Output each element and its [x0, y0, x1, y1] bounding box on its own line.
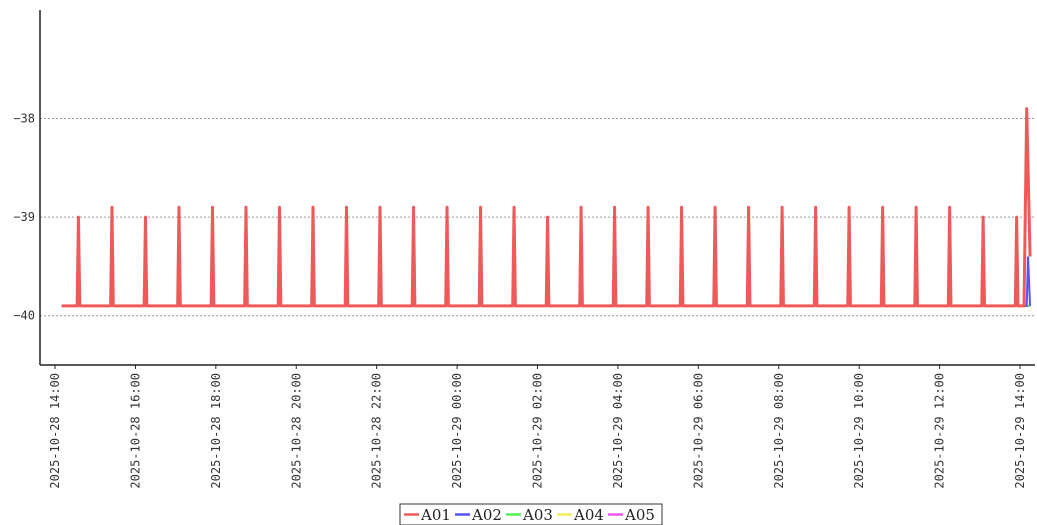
grid-lines — [40, 117, 1035, 317]
legend-label-a03: A03 — [522, 506, 553, 524]
x-tick-label: 2025-10-29 14:00 — [1013, 373, 1027, 489]
x-tick-label: 2025-10-29 10:00 — [852, 373, 866, 489]
x-tick-label: 2025-10-29 06:00 — [691, 373, 705, 489]
axes — [39, 10, 1035, 366]
x-tick-label: 2025-10-29 00:00 — [450, 373, 464, 489]
y-tick-label: −39 — [13, 210, 35, 224]
x-tick-label: 2025-10-29 02:00 — [531, 373, 545, 489]
y-tick-label: −38 — [13, 111, 35, 125]
series-line-a01 — [61, 107, 1032, 308]
legend-label-a02: A02 — [471, 506, 502, 524]
x-tick-label: 2025-10-28 20:00 — [289, 373, 303, 489]
series-lines — [61, 107, 1032, 308]
legend: A01 A02 A03 A04 A05 — [399, 503, 663, 525]
x-tick-label: 2025-10-28 16:00 — [128, 373, 142, 489]
legend-label-a05: A05 — [624, 506, 655, 524]
x-tick-label: 2025-10-28 14:00 — [48, 373, 62, 489]
y-tick-labels: −38 −39 −40 — [13, 111, 35, 322]
legend-box — [399, 503, 663, 525]
x-tick-label: 2025-10-29 04:00 — [611, 373, 625, 489]
x-tick-label: 2025-10-29 12:00 — [933, 373, 947, 489]
x-tick-label: 2025-10-29 08:00 — [772, 373, 786, 489]
legend-label-a01: A01 — [420, 506, 451, 524]
x-tick-labels: 2025-10-28 14:00 2025-10-28 16:00 2025-10-… — [48, 365, 1027, 489]
x-tick-label: 2025-10-28 22:00 — [370, 373, 384, 489]
y-tick-label: −40 — [13, 309, 35, 323]
legend-label-a04: A04 — [573, 506, 604, 524]
x-tick-label: 2025-10-28 18:00 — [209, 373, 223, 489]
